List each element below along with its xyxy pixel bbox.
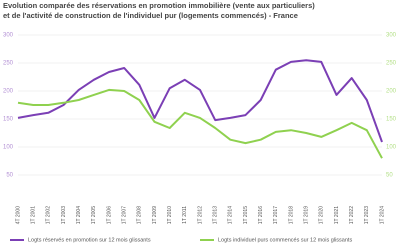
- x-tick-label: 1T 2016: [258, 206, 264, 224]
- x-tick-label: 1T 2001: [30, 206, 36, 224]
- chart-title: Evolution comparée des réservations en p…: [3, 1, 315, 10]
- x-tick-label: 1T 2018: [288, 206, 294, 224]
- x-tick-label: 1T 2023: [364, 206, 370, 224]
- y-tick-label: 150: [3, 117, 14, 123]
- series-line: [17, 88, 383, 159]
- y2-tick-label: 250: [386, 61, 397, 67]
- x-tick-label: 1T 2017: [273, 206, 279, 224]
- y-tick-label: 100: [3, 145, 14, 151]
- x-tick-label: 1T 2005: [91, 206, 97, 224]
- x-tick-label: 1T 2011: [182, 206, 188, 224]
- x-tick-label: 4T 2000: [15, 206, 21, 224]
- x-tick-label: 1T 2006: [106, 206, 112, 224]
- x-tick-label: 1T 2009: [152, 206, 158, 224]
- x-tick-label: 1T 2007: [121, 206, 127, 224]
- x-tick-label: 1T 2019: [303, 206, 309, 224]
- legend-label: Logts individuel purs commencés sur 12 m…: [218, 237, 352, 243]
- y2-tick-label: 200: [386, 89, 397, 95]
- x-tick-label: 1T 2008: [137, 206, 143, 224]
- x-tick-label: 1T 2012: [197, 206, 203, 224]
- x-tick-label: 1T 2024: [379, 206, 385, 224]
- series-line: [17, 59, 383, 143]
- x-tick-label: 1T 2013: [212, 206, 218, 224]
- x-tick-label: 1T 2003: [61, 206, 67, 224]
- y-tick-label: 250: [3, 61, 14, 67]
- y2-tick-label: 150: [386, 117, 397, 123]
- x-tick-label: 1T 2014: [228, 206, 234, 224]
- x-tick-label: 1T 2022: [349, 206, 355, 224]
- y-tick-label: 50: [6, 173, 13, 179]
- x-tick-label: 1T 2020: [319, 206, 325, 224]
- x-tick-label: 1T 2010: [167, 206, 173, 224]
- chart-title: et de l'activité de construction de l'in…: [3, 11, 298, 20]
- y-tick-label: 300: [3, 33, 14, 39]
- y2-tick-label: 50: [386, 173, 393, 179]
- x-tick-label: 1T 2004: [76, 206, 82, 224]
- x-tick-label: 1T 2002: [46, 206, 52, 224]
- y2-tick-label: 300: [386, 33, 397, 39]
- x-tick-label: 1T 2015: [243, 206, 249, 224]
- y-tick-label: 200: [3, 89, 14, 95]
- y2-tick-label: 100: [386, 145, 397, 151]
- legend-label: Logts réservés en promotion sur 12 mois …: [28, 237, 151, 243]
- x-tick-label: 1T 2021: [334, 206, 340, 224]
